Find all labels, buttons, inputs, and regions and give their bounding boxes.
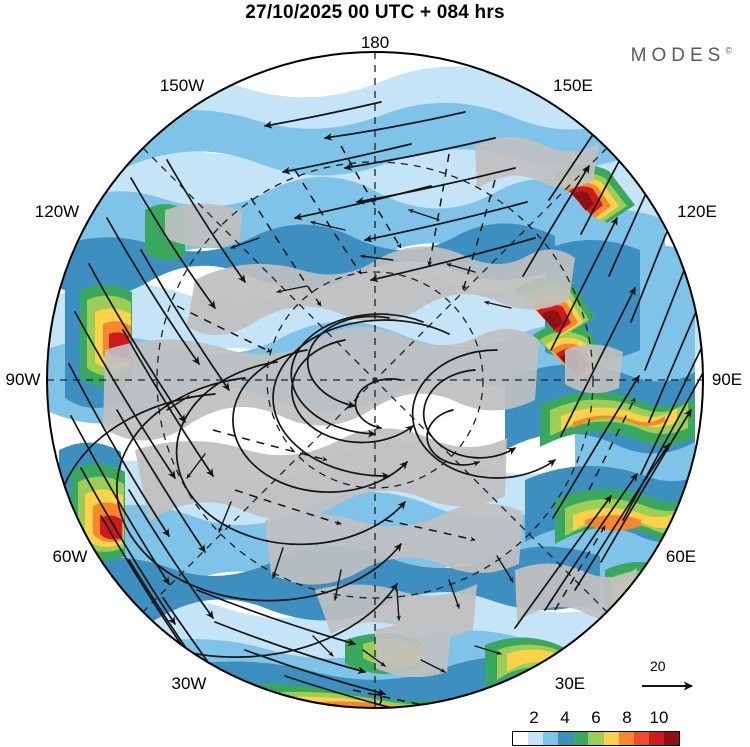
wind-streamlines-dashed — [176, 145, 636, 708]
colorbar-tick-10: 10 — [649, 708, 669, 727]
colorbar-tick-labels: 2 4 6 8 10 — [512, 708, 680, 728]
colorbar-swatch-10 — [663, 732, 680, 745]
modes-logo: MODES© — [631, 45, 732, 67]
brand-name: MODES — [630, 45, 726, 66]
lon-label-150e: 150E — [553, 76, 593, 95]
lon-label-60w: 60W — [52, 547, 88, 566]
wind-vector-key: 20 — [640, 658, 720, 700]
colorbar-tick-6: 6 — [591, 708, 601, 727]
colorbar-tick-4: 4 — [560, 708, 570, 727]
vector-key-arrow-icon — [642, 681, 694, 691]
lon-label-90w: 90W — [5, 370, 41, 389]
lon-label-150w: 150W — [159, 76, 205, 95]
colorbar-swatch-0 — [513, 732, 529, 745]
map-field — [47, 52, 703, 708]
lon-label-90e: 90E — [711, 370, 743, 389]
wind-streamlines — [55, 101, 703, 708]
vector-key-value: 20 — [650, 658, 666, 674]
colorbar-swatch-7 — [618, 732, 634, 745]
lon-label-30w: 30W — [171, 674, 207, 693]
page-title: 27/10/2025 00 UTC + 084 hrs — [245, 2, 505, 23]
colorbar-swatch-1 — [528, 732, 544, 745]
lon-label-120w: 120W — [34, 202, 80, 221]
colorbar-swatch-9 — [648, 732, 664, 745]
lon-label-30e: 30E — [554, 674, 586, 693]
colorbar-swatch-4 — [573, 732, 589, 745]
colorbar-swatch-2 — [543, 732, 559, 745]
lon-label-60e: 60E — [665, 547, 697, 566]
colorbar-swatch-6 — [603, 732, 619, 745]
graticule — [47, 52, 703, 708]
colorbar — [512, 731, 680, 746]
lon-label-0: 0 — [373, 690, 383, 709]
copyright-mark: © — [725, 45, 732, 56]
colorbar-swatch-8 — [633, 732, 649, 745]
globe-outline — [46, 51, 704, 709]
lon-label-180: 180 — [360, 33, 390, 52]
colorbar-swatch-5 — [588, 732, 604, 745]
polar-map — [45, 50, 705, 710]
colorbar-tick-2: 2 — [529, 708, 539, 727]
colorbar-swatch-3 — [558, 732, 574, 745]
colorbar-tick-8: 8 — [622, 708, 632, 727]
land-mask — [103, 137, 637, 678]
lon-label-120e: 120E — [677, 202, 717, 221]
